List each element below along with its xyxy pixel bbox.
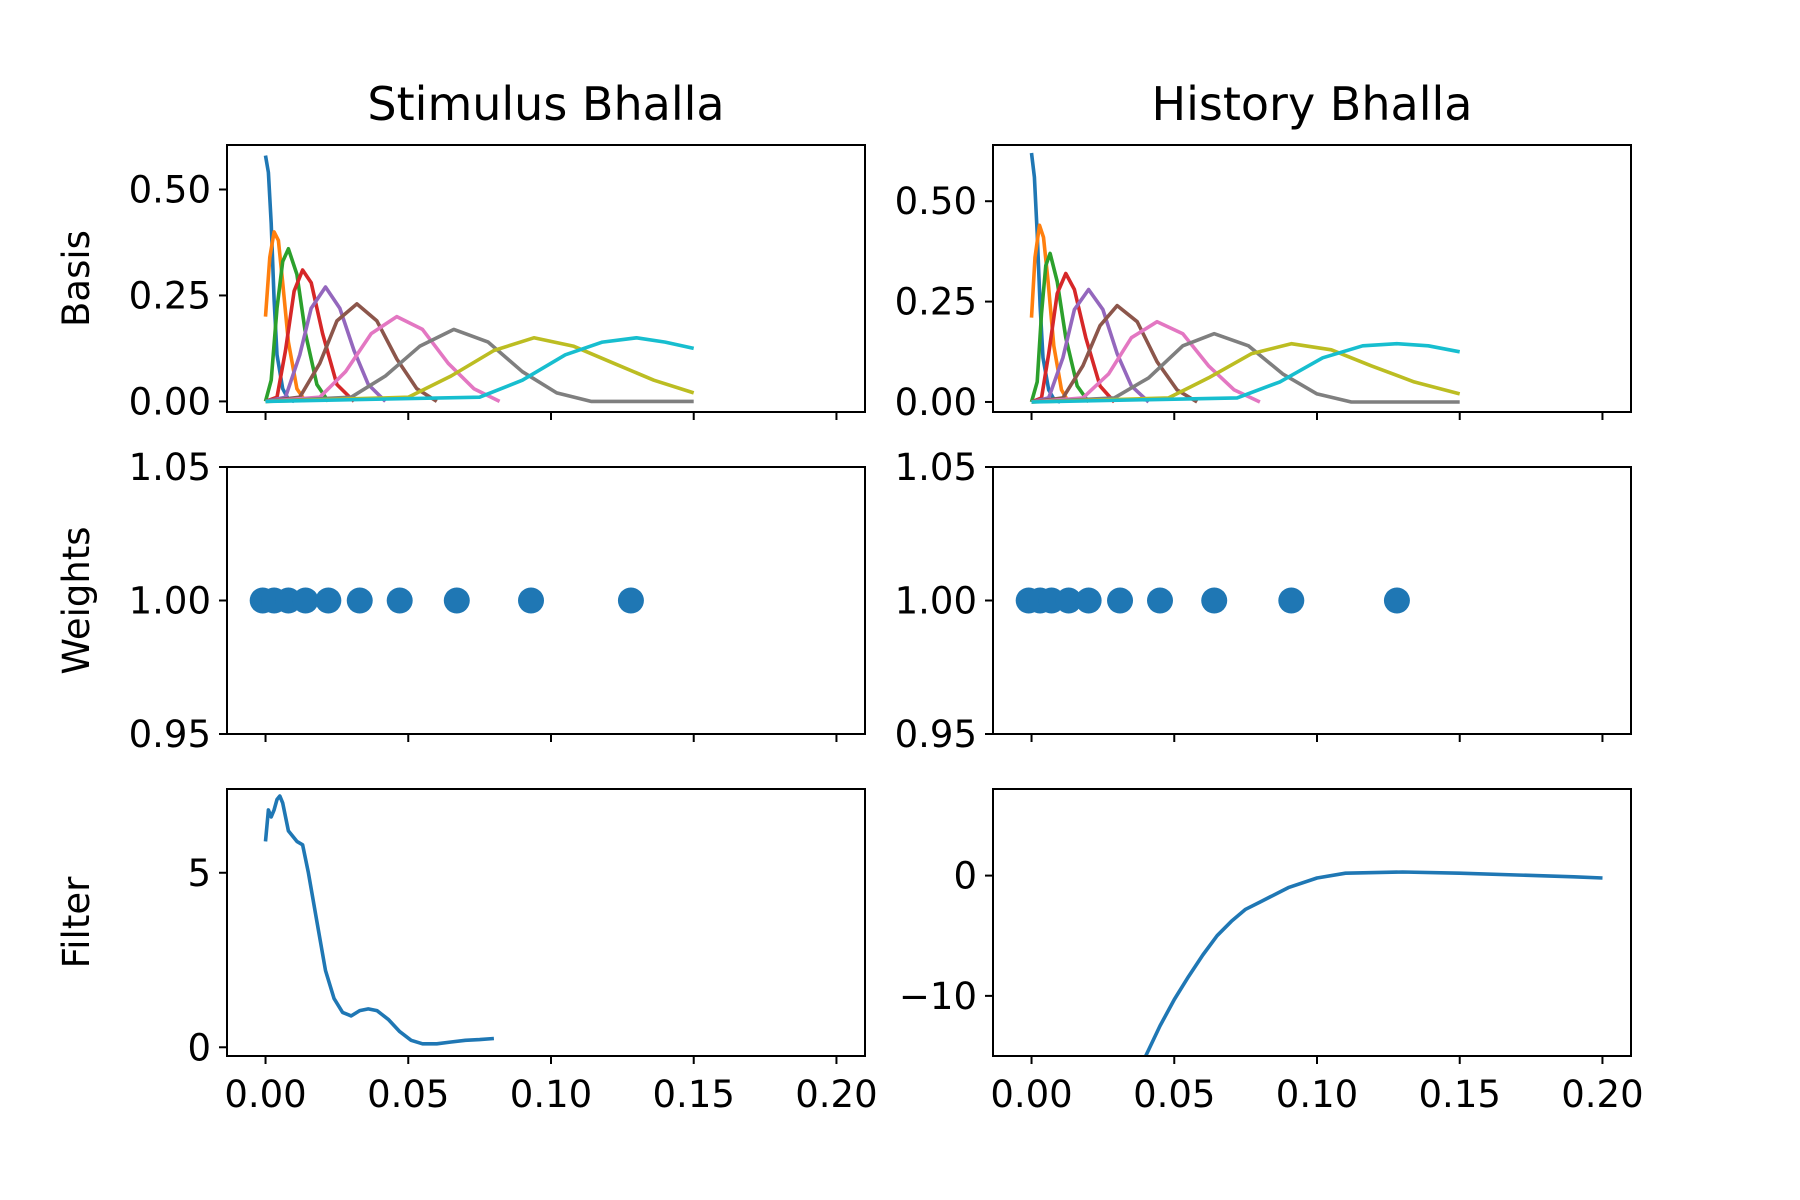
x-tick-label: 0.15 [653, 1073, 735, 1116]
series-line-2 [263, 230, 307, 403]
series-line-10 [1031, 341, 1461, 404]
y-tick-label: 0.25 [129, 274, 211, 317]
y-tick-label: 1.05 [895, 446, 977, 489]
y-axis-label: Basis [55, 230, 98, 327]
series-line-3 [263, 247, 330, 403]
y-tick-label: 0 [187, 1026, 211, 1069]
y-tick-label: 0.50 [895, 180, 977, 223]
scatter-point [518, 587, 545, 614]
scatter-point [443, 587, 470, 614]
y-tick-label: 1.00 [895, 580, 977, 623]
series-line-9 [1031, 341, 1461, 404]
scatter-point [1055, 587, 1082, 614]
plot-area [263, 155, 695, 404]
y-tick-label: 0.95 [895, 713, 977, 756]
x-tick-label: 0.10 [1276, 1073, 1358, 1116]
y-tick-label: 0.00 [129, 380, 211, 423]
y-axis-label: Weights [55, 526, 98, 674]
scatter-point [617, 587, 644, 614]
x-tick-label: 0.05 [1133, 1073, 1215, 1116]
x-tick-label: 0.20 [795, 1073, 877, 1116]
y-tick-label: 0.00 [895, 381, 977, 424]
subplot-5: 0.00 0.05 0.10 0.15 0.20 0 5 Filter [55, 788, 878, 1116]
series-line-3 [1029, 251, 1091, 404]
axes-frame [226, 144, 866, 413]
series-line-7 [1031, 319, 1261, 404]
y-tick-label: 5 [187, 852, 211, 895]
y-tick-label: 1.05 [129, 446, 211, 489]
series-line-1 [1144, 870, 1603, 1056]
subplot-6: 0.00 0.05 0.10 0.15 0.20 −10 0 [899, 788, 1644, 1116]
series-line-5 [265, 285, 387, 404]
series-line-10 [265, 336, 695, 404]
scatter-point [1278, 587, 1305, 614]
subplot-1: 0.00 0.25 0.50 Stimulus Bhalla Basis [55, 77, 866, 423]
subplot-title: History Bhalla [1152, 77, 1473, 131]
subplot-title: Stimulus Bhalla [367, 77, 724, 131]
axes-frame [992, 788, 1632, 1057]
plot-area [249, 587, 644, 614]
scatter-point [315, 587, 342, 614]
x-tick-label: 0.05 [367, 1073, 449, 1116]
subplot-3: 0.95 1.00 1.05 Weights [55, 446, 866, 756]
scatter-point [346, 587, 373, 614]
series-line-4 [1030, 271, 1116, 404]
y-tick-label: −10 [899, 975, 977, 1018]
series-line-6 [1031, 303, 1199, 404]
y-tick-label: 0.25 [895, 281, 977, 324]
series-line-4 [264, 268, 356, 404]
x-tick-label: 0.20 [1561, 1073, 1643, 1116]
axes-frame [992, 144, 1632, 413]
series-line-2 [1029, 223, 1071, 403]
y-axis-label: Filter [55, 876, 98, 968]
scatter-point [1107, 587, 1134, 614]
plot-area [1015, 587, 1410, 614]
plot-area [1029, 152, 1461, 404]
plot-area [263, 794, 495, 1046]
series-line-7 [265, 314, 501, 404]
series-line-8 [1031, 331, 1460, 404]
plot-area [1144, 870, 1603, 1056]
series-line-6 [265, 302, 438, 404]
scatter-point [1075, 587, 1102, 614]
series-line-5 [1031, 287, 1150, 404]
y-tick-label: 0.50 [129, 169, 211, 212]
scatter-point [386, 587, 413, 614]
scatter-point [1383, 587, 1410, 614]
scatter-point [1146, 587, 1173, 614]
y-tick-label: 1.00 [129, 580, 211, 623]
y-tick-label: 0 [953, 855, 977, 898]
scatter-point [292, 587, 319, 614]
series-line-9 [265, 336, 695, 404]
x-tick-label: 0.10 [510, 1073, 592, 1116]
x-tick-label: 0.00 [224, 1073, 306, 1116]
series-line-1 [263, 794, 495, 1046]
subplot-4: 0.95 1.00 1.05 [895, 446, 1632, 756]
x-tick-label: 0.00 [990, 1073, 1072, 1116]
axes-frame [226, 788, 866, 1057]
series-line-8 [265, 327, 694, 404]
scatter-point [1201, 587, 1228, 614]
x-tick-label: 0.15 [1419, 1073, 1501, 1116]
subplot-2: 0.00 0.25 0.50 History Bhalla [895, 77, 1632, 424]
y-tick-label: 0.95 [129, 713, 211, 756]
